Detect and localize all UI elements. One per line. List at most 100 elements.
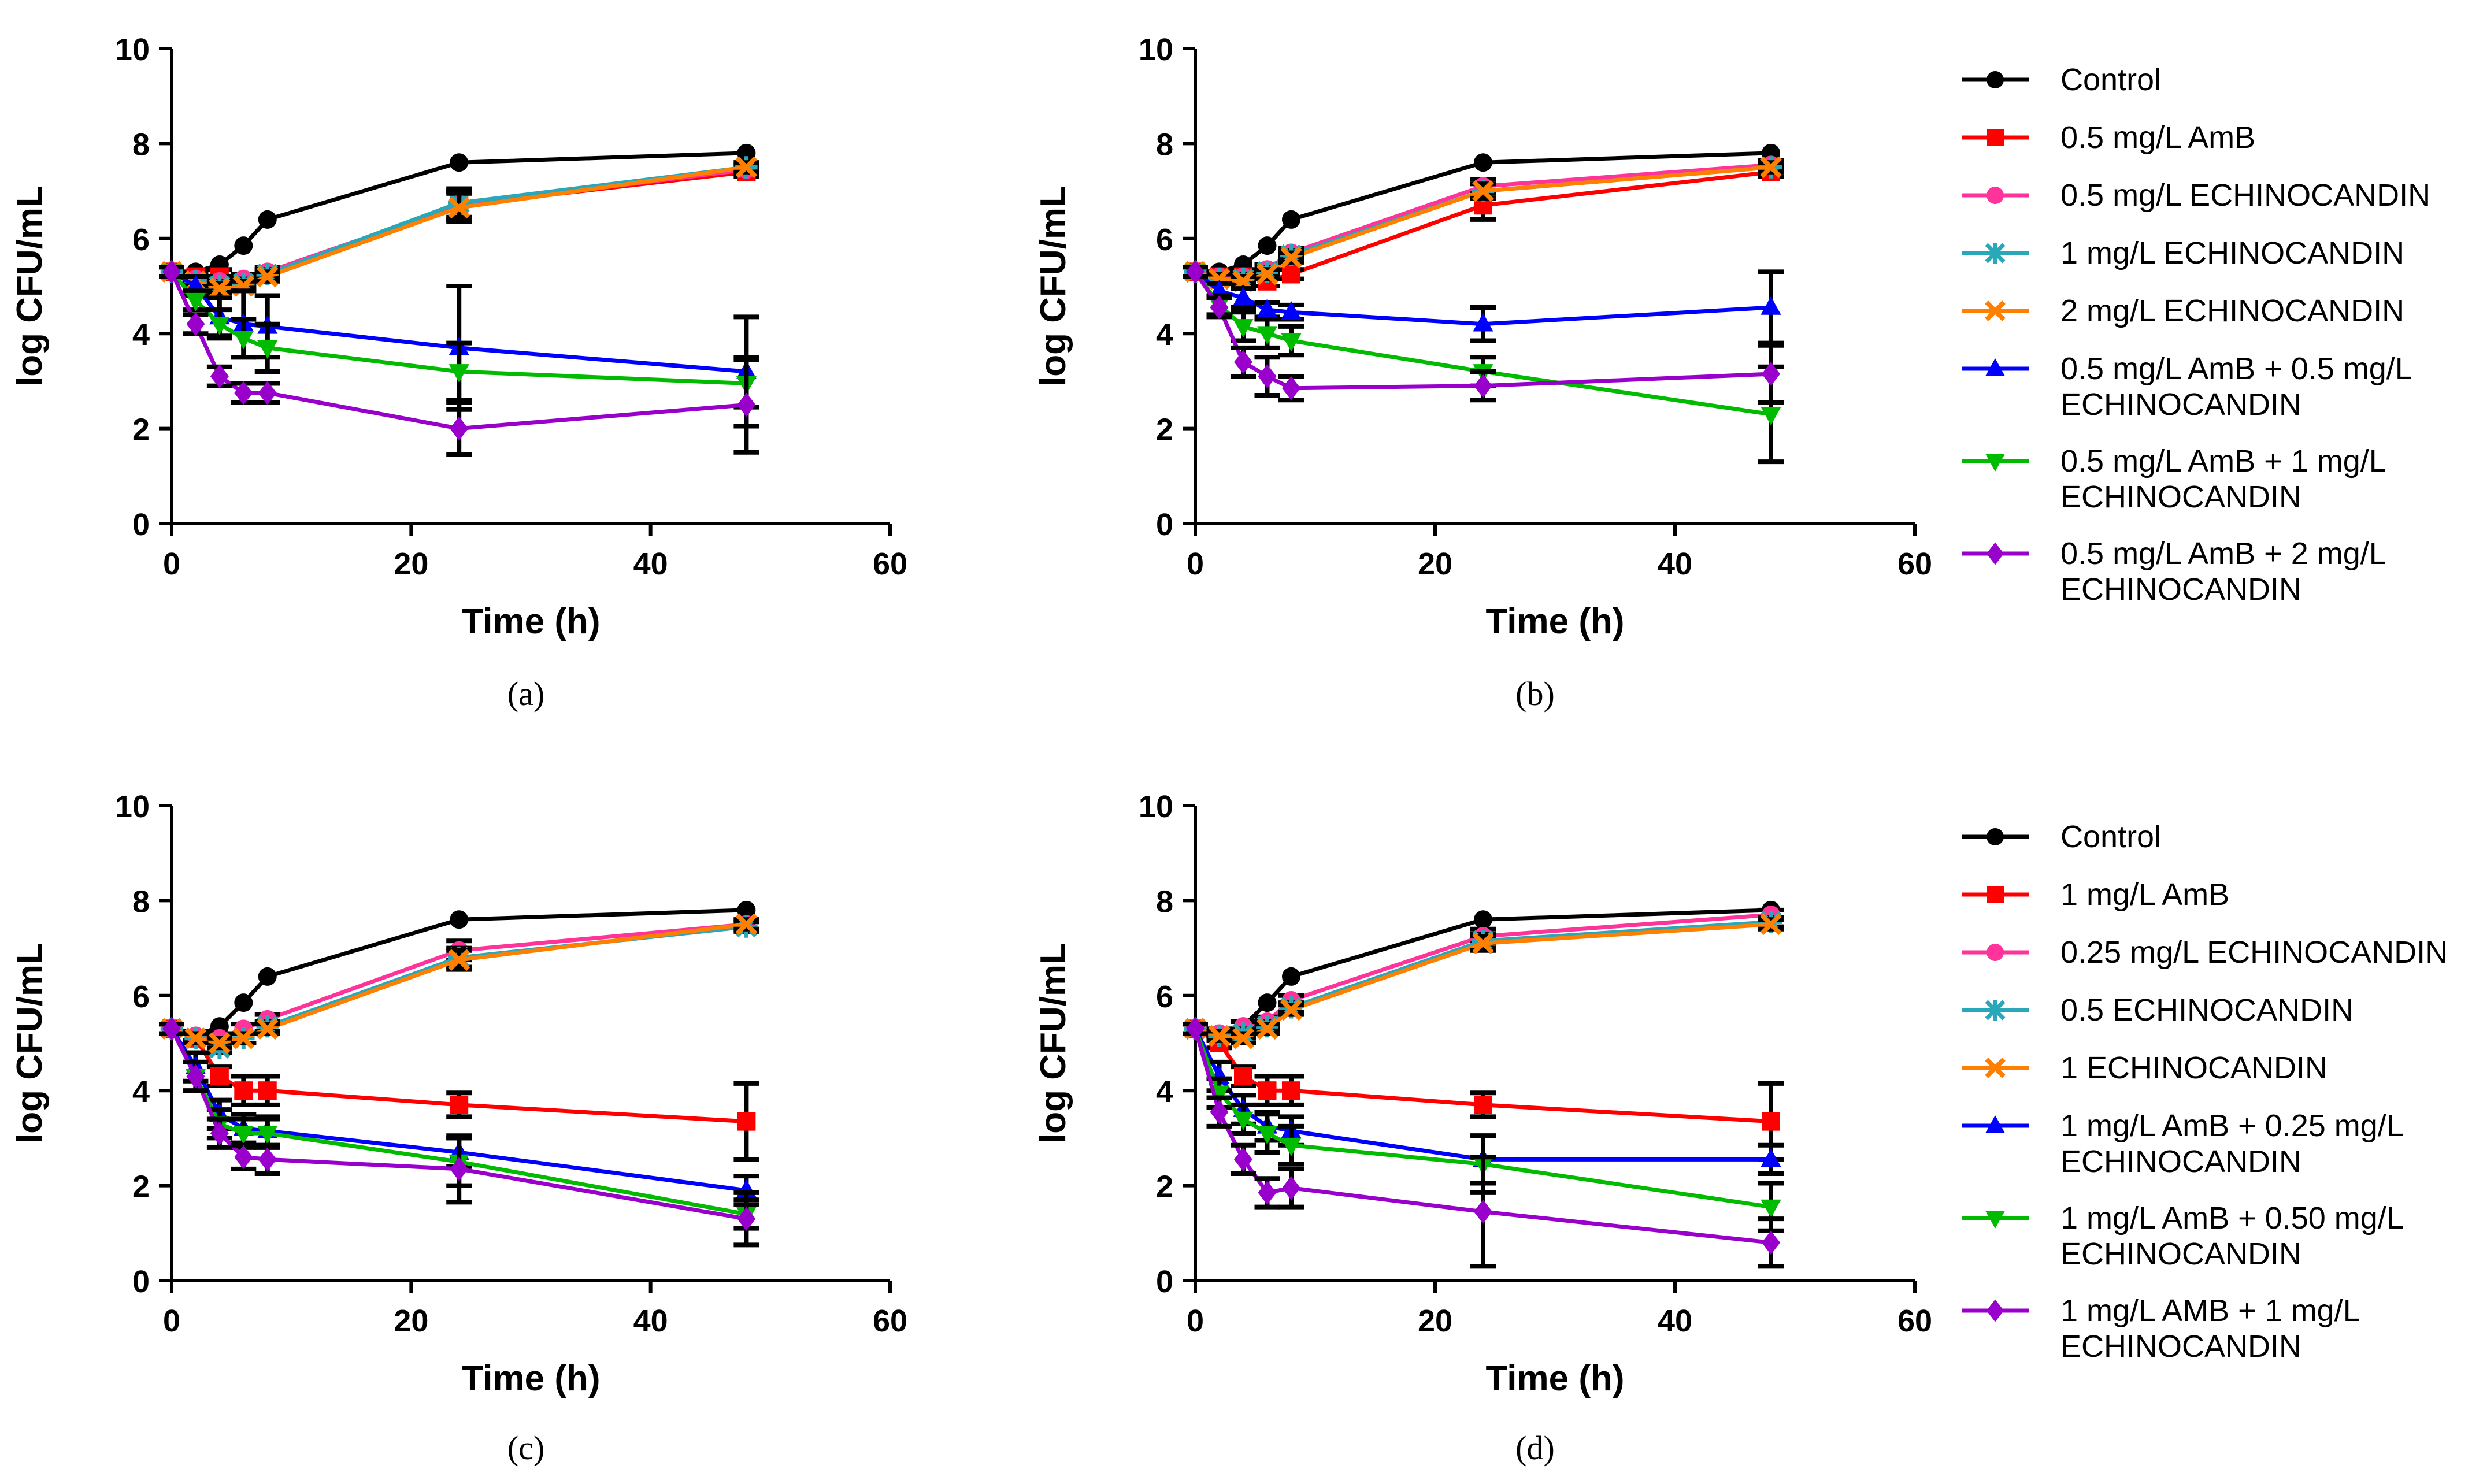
data-point — [1258, 1181, 1277, 1205]
legend-marker — [1987, 944, 2004, 961]
legend-item-0-5-echinocandin: 0.5 ECHINOCANDIN — [1962, 993, 2354, 1027]
data-point — [1474, 153, 1492, 172]
x-tick-label: 20 — [394, 547, 428, 581]
data-point — [258, 1081, 277, 1100]
x-tick-label: 40 — [633, 547, 668, 581]
data-point — [1474, 1200, 1492, 1224]
data-point — [233, 1126, 254, 1145]
data-point — [450, 153, 469, 172]
data-point — [450, 910, 469, 929]
legend-marker — [1985, 1058, 2006, 1078]
legend-label: 1 mg/L AmB + 0.50 mg/L — [2060, 1201, 2404, 1236]
legend-label: ECHINOCANDIN — [2060, 387, 2301, 422]
data-point — [1258, 993, 1277, 1012]
data-point — [256, 265, 279, 288]
chart-panel-a: 0 2 4 6 8 10 0 20 40 60 Time (h) log CFU/mL (a) — [10, 32, 907, 713]
y-tick-label: 10 — [1139, 789, 1173, 824]
data-point — [210, 1121, 229, 1145]
x-tick-label: 60 — [1897, 547, 1932, 581]
data-point — [1258, 364, 1277, 388]
data-point — [256, 1018, 279, 1040]
x-tick-label: 60 — [1897, 1304, 1932, 1338]
data-point — [209, 316, 230, 335]
x-tick-label: 40 — [1658, 1304, 1692, 1338]
legend-label: ECHINOCANDIN — [2060, 1237, 2301, 1271]
legend-marker — [1985, 1211, 2005, 1229]
data-point — [1281, 1137, 1302, 1156]
data-point — [258, 210, 277, 229]
legend-label: 0.5 mg/L AmB + 2 mg/L — [2060, 536, 2386, 571]
legend-label: 2 mg/L ECHINOCANDIN — [2060, 294, 2404, 328]
y-tick-label: 0 — [1156, 507, 1173, 542]
x-axis-title: Time (h) — [1486, 1359, 1625, 1398]
y-axis-title: log CFU/mL — [10, 943, 50, 1144]
x-axis-title: Time (h) — [462, 1359, 601, 1398]
legend-label: ECHINOCANDIN — [2060, 1329, 2301, 1364]
y-tick-label: 2 — [1156, 413, 1173, 447]
data-point — [1233, 287, 1254, 306]
data-point — [1474, 910, 1492, 929]
data-point — [1257, 1126, 1278, 1145]
legend-label: 0.5 mg/L AmB + 0.5 mg/L — [2060, 351, 2412, 386]
data-point — [233, 331, 254, 350]
data-point — [1762, 362, 1780, 386]
data-point — [737, 392, 756, 417]
y-tick-label: 0 — [132, 507, 150, 542]
data-point — [1472, 932, 1494, 955]
data-point — [162, 259, 181, 284]
data-point — [258, 967, 277, 986]
data-point — [735, 913, 758, 936]
chart-panel-d: 0 2 4 6 8 10 0 20 40 60 Time (h) log CFU/mL (d) — [1033, 789, 1932, 1467]
x-tick-label: 20 — [1418, 547, 1452, 581]
data-point — [1761, 407, 1781, 426]
legend-item-control: Control — [1962, 62, 2161, 97]
legend-label: 0.5 mg/L AmB + 1 mg/L — [2060, 444, 2386, 478]
data-point — [184, 1027, 207, 1049]
y-tick-label: 0 — [132, 1264, 150, 1299]
data-point — [737, 900, 756, 919]
data-point — [258, 1147, 277, 1172]
y-axis-title: log CFU/mL — [1033, 186, 1073, 387]
data-point — [1186, 259, 1205, 284]
panel-label: (b) — [1515, 675, 1555, 713]
legend-label: 0.5 mg/L ECHINOCANDIN — [2060, 178, 2430, 213]
data-point — [1280, 999, 1302, 1021]
data-point — [1761, 1148, 1781, 1167]
panel-label: (c) — [507, 1429, 544, 1467]
data-point — [1186, 1016, 1205, 1041]
y-tick-label: 4 — [1156, 1074, 1173, 1109]
data-point — [450, 1095, 469, 1114]
y-tick-label: 4 — [132, 317, 150, 352]
data-point — [234, 381, 253, 405]
y-tick-label: 8 — [132, 884, 150, 919]
data-point — [186, 1064, 205, 1089]
data-point — [450, 1157, 469, 1181]
data-point — [1282, 967, 1300, 986]
y-tick-label: 2 — [132, 1170, 150, 1204]
panel-label: (d) — [1515, 1429, 1555, 1467]
legend-marker — [1985, 1000, 2006, 1021]
legend-item-0-5-mg-l-amb: 0.5 mg/L AmB — [1962, 120, 2255, 155]
y-tick-label: 6 — [132, 980, 150, 1014]
data-point — [1762, 1112, 1780, 1131]
series-2-mg-l-echinocandin — [1183, 156, 1784, 292]
series-1-mg-l-amb-1-mg-l-echinocandin — [159, 1016, 759, 1248]
data-point — [448, 196, 470, 219]
data-point — [1474, 1095, 1492, 1114]
legend-label: 1 mg/L AMB + 1 mg/L — [2060, 1293, 2360, 1328]
data-point — [1234, 1067, 1252, 1086]
data-point — [185, 292, 206, 311]
y-tick-label: 2 — [1156, 1170, 1173, 1204]
x-tick-label: 20 — [394, 1304, 428, 1338]
data-point — [234, 1081, 253, 1100]
legend-marker — [1987, 187, 2004, 204]
legend-d: Control 1 mg/L AmB 0.25 mg/L ECHINOCANDIN 0… — [1962, 819, 2448, 1364]
data-point — [1208, 1025, 1231, 1047]
legend-marker — [1987, 542, 2004, 565]
data-point — [450, 416, 469, 441]
